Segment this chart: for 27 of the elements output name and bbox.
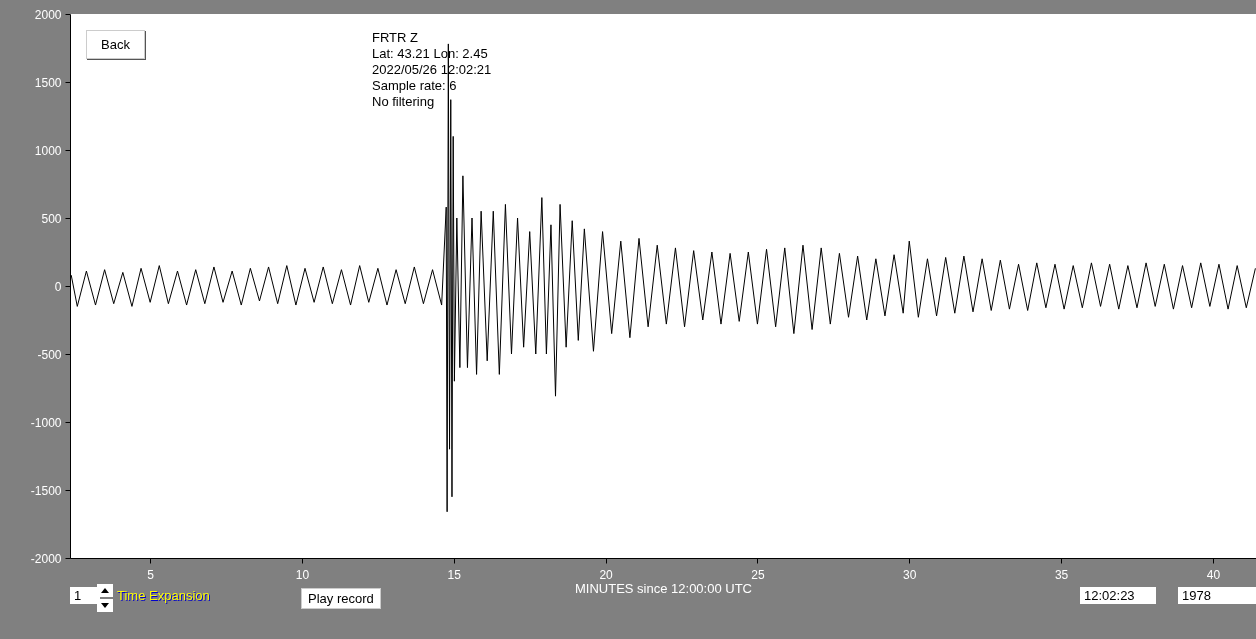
x-tick-label: 20 xyxy=(599,567,614,582)
x-tick-label: 15 xyxy=(447,567,462,582)
expansion-field: 1 xyxy=(70,587,100,604)
back-button: Back xyxy=(86,30,145,59)
y-tick-label: 1500 xyxy=(34,75,62,90)
y-tick-label: -1500 xyxy=(30,483,62,498)
x-tick-label: 35 xyxy=(1054,567,1069,582)
x-tick-label: 40 xyxy=(1206,567,1221,582)
number-field: 1978 xyxy=(1178,587,1256,604)
x-tick-label: 10 xyxy=(295,567,310,582)
time-field: 12:02:23 xyxy=(1080,587,1156,604)
y-tick-label: 0 xyxy=(54,279,62,294)
x-tick-label: 25 xyxy=(751,567,765,582)
y-tick-label: -500 xyxy=(37,347,62,362)
annotation: No filtering xyxy=(372,94,435,110)
x-tick-label: 5 xyxy=(147,567,155,582)
annotation: Sample rate: 6 xyxy=(372,78,457,94)
text: Time Expansion xyxy=(117,588,210,603)
y-tick-label: 1000 xyxy=(34,143,62,158)
x-axis-title: MINUTES since 12:00:00 UTC xyxy=(574,580,753,596)
y-tick-label: 2000 xyxy=(34,7,62,22)
y-tick-label: -1000 xyxy=(30,415,62,430)
x-tick-label: 30 xyxy=(903,567,917,582)
y-tick-label: 500 xyxy=(41,211,62,226)
y-tick-label: -2000 xyxy=(30,551,62,566)
play-record-button: Play record xyxy=(301,588,381,609)
annotation: FRTR Z xyxy=(372,30,418,46)
